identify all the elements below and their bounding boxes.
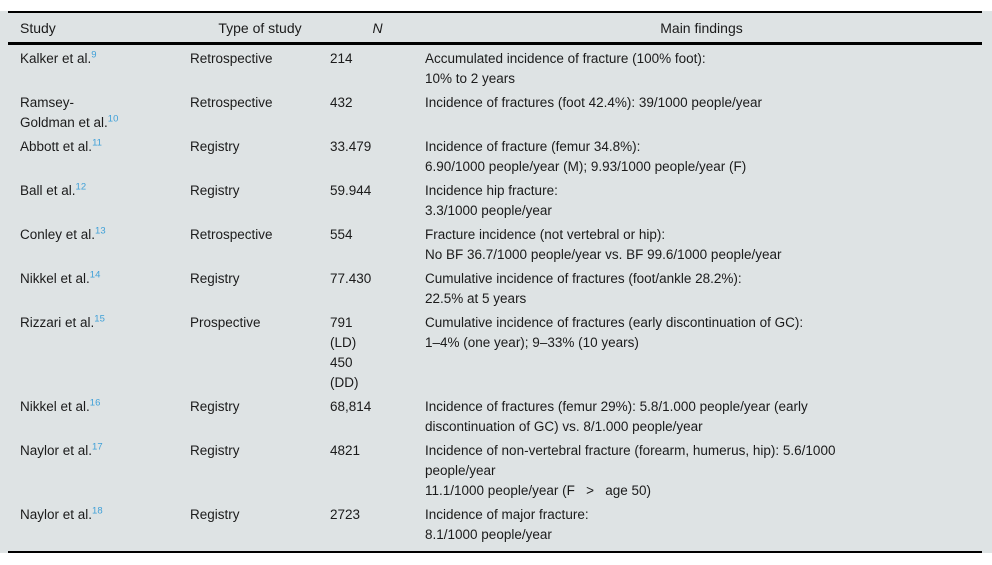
main-findings-cell: Cumulative incidence of fractures (early… [425, 315, 804, 350]
study-name: Naylor et al. [20, 507, 93, 522]
table-header-rule [8, 42, 982, 45]
study-cell: Nikkel et al.16 [20, 395, 190, 439]
main-findings-cell: Accumulated incidence of fracture (100% … [425, 51, 706, 86]
studies-table: Study Type of study N Main findings Kalk… [0, 11, 992, 553]
type-of-study-cell: Registry [190, 139, 240, 154]
main-findings-cell: Incidence of major fracture: 8.1/1000 pe… [425, 507, 589, 542]
reference-superscript-link[interactable]: 13 [95, 225, 106, 237]
reference-superscript-link[interactable]: 15 [94, 313, 105, 325]
sample-size-cell: 554 [330, 227, 353, 242]
column-header-type-of-study: Type of study [218, 19, 302, 36]
main-findings-cell: Incidence hip fracture: 3.3/1000 people/… [425, 183, 558, 218]
table-body: Kalker et al.9 Retrospective 214 Accumul… [0, 45, 992, 547]
table-bottom-rule [8, 551, 982, 553]
main-findings-cell: Cumulative incidence of fractures (foot/… [425, 271, 742, 306]
type-of-study-cell: Registry [190, 443, 240, 458]
sample-size-cell: 4821 [330, 443, 361, 458]
sample-size-cell: 33.479 [330, 139, 372, 154]
reference-superscript-link[interactable]: 11 [92, 137, 102, 149]
table-row: Ball et al.12 Registry 59.944 Incidence … [0, 179, 992, 223]
table-row: Nikkel et al.14 Registry 77.430 Cumulati… [0, 267, 992, 311]
study-name: Conley et al. [20, 227, 96, 242]
study-cell: Abbott et al.11 [20, 135, 190, 179]
table-row: Abbott et al.11 Registry 33.479 Incidenc… [0, 135, 992, 179]
sample-size-cell: 68,814 [330, 399, 372, 414]
reference-superscript-link[interactable]: 16 [89, 397, 101, 409]
sample-size-cell: 59.944 [330, 183, 372, 198]
sample-size-cell: 432 [330, 95, 353, 110]
type-of-study-cell: Retrospective [190, 95, 273, 110]
study-cell: Rizzari et al.15 [20, 311, 190, 395]
sample-size-cell: 791 (LD) 450 (DD) [330, 315, 359, 390]
study-name: Ramsey- Goldman et al. [20, 95, 108, 130]
type-of-study-cell: Registry [190, 183, 240, 198]
study-cell: Naylor et al.17 [20, 439, 190, 503]
table-header-row: Study Type of study N Main findings [0, 13, 992, 42]
main-findings-cell: Incidence of fractures (femur 29%): 5.8/… [425, 399, 808, 434]
reference-superscript-link[interactable]: 14 [89, 269, 101, 281]
table-row: Ramsey- Goldman et al.10 Retrospective 4… [0, 91, 992, 135]
study-cell: Naylor et al.18 [20, 503, 190, 547]
study-name: Nikkel et al. [20, 271, 90, 286]
study-name: Nikkel et al. [20, 399, 90, 414]
reference-superscript-link[interactable]: 12 [75, 181, 87, 193]
study-name: Naylor et al. [20, 443, 93, 458]
study-cell: Ramsey- Goldman et al.10 [20, 91, 190, 135]
sample-size-cell: 214 [330, 51, 353, 66]
study-name: Ball et al. [20, 183, 76, 198]
study-name: Kalker et al. [20, 51, 92, 66]
table-row: Nikkel et al.16 Registry 68,814 Incidenc… [0, 395, 992, 439]
table-row: Naylor et al.18 Registry 2723 Incidence … [0, 503, 992, 547]
study-cell: Kalker et al.9 [20, 47, 190, 91]
table-top-rule [8, 11, 982, 13]
sample-size-cell: 77.430 [330, 271, 372, 286]
reference-superscript-link[interactable]: 10 [107, 113, 119, 125]
type-of-study-cell: Registry [190, 399, 240, 414]
column-header-main-findings: Main findings [660, 19, 743, 36]
study-cell: Ball et al.12 [20, 179, 190, 223]
study-cell: Conley et al.13 [20, 223, 190, 267]
main-findings-cell: Incidence of non-vertebral fracture (for… [425, 443, 836, 498]
type-of-study-cell: Registry [190, 271, 240, 286]
type-of-study-cell: Registry [190, 507, 240, 522]
main-findings-cell: Incidence of fracture (femur 34.8%): 6.9… [425, 139, 747, 174]
table-row: Kalker et al.9 Retrospective 214 Accumul… [0, 47, 992, 91]
study-name: Abbott et al. [20, 139, 93, 154]
main-findings-cell: Fracture incidence (not vertebral or hip… [425, 227, 782, 262]
study-cell: Nikkel et al.14 [20, 267, 190, 311]
type-of-study-cell: Retrospective [190, 227, 273, 242]
column-header-study: Study [20, 19, 56, 36]
table-row: Naylor et al.17 Registry 4821 Incidence … [0, 439, 992, 503]
column-header-n: N [372, 19, 383, 36]
table-row: Rizzari et al.15 Prospective 791 (LD) 45… [0, 311, 992, 395]
type-of-study-cell: Prospective [190, 315, 261, 330]
main-findings-cell: Incidence of fractures (foot 42.4%): 39/… [425, 95, 762, 110]
table-row: Conley et al.13 Retrospective 554 Fractu… [0, 223, 992, 267]
reference-superscript-link[interactable]: 17 [92, 441, 103, 453]
sample-size-cell: 2723 [330, 507, 361, 522]
study-name: Rizzari et al. [20, 315, 95, 330]
reference-superscript-link[interactable]: 18 [92, 505, 103, 517]
type-of-study-cell: Retrospective [190, 51, 273, 66]
reference-superscript-link[interactable]: 9 [91, 49, 97, 61]
